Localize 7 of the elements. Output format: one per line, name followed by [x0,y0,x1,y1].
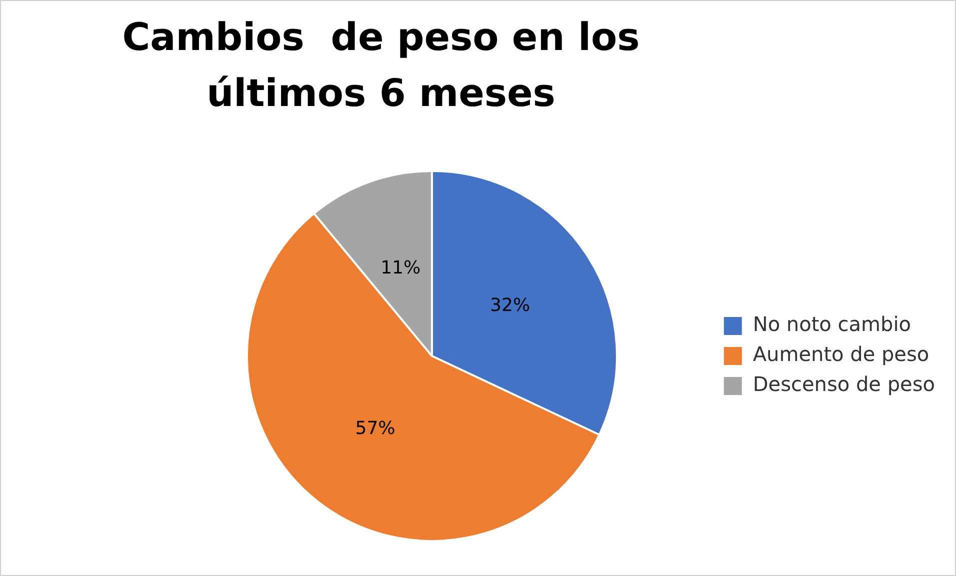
data-label: 11% [380,258,421,279]
data-label: 32% [490,295,530,316]
legend-label: No noto cambio [752,312,911,336]
chart-title: Cambios de peso en los últimos 6 meses [121,14,641,117]
legend-label: Aumento de peso [752,342,930,366]
data-label: 57% [355,418,396,439]
legend-label: Descenso de peso [752,372,936,396]
